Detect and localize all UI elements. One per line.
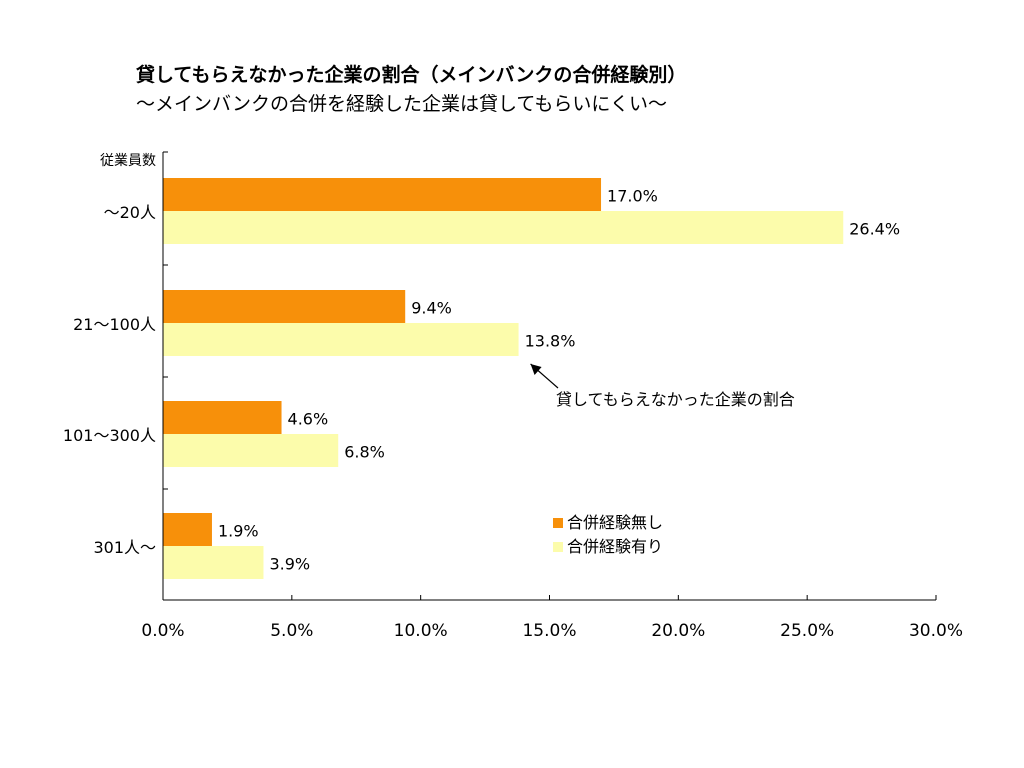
bar-merger-1 — [163, 323, 519, 356]
legend-swatch — [553, 542, 563, 552]
value-label: 4.6% — [288, 410, 329, 429]
value-label: 13.8% — [525, 332, 576, 351]
chart-title: 貸してもらえなかった企業の割合（メインバンクの合併経験別） — [136, 64, 687, 86]
x-tick-label: 30.0% — [909, 621, 963, 641]
value-label: 26.4% — [849, 220, 900, 239]
category-label: 〜20人 — [104, 203, 156, 222]
legend-label: 合併経験有り — [567, 537, 663, 556]
annotation-arrowhead — [530, 364, 542, 375]
bar-merger-0 — [163, 211, 844, 244]
category-label: 21〜100人 — [73, 315, 156, 334]
bar-no-merger-3 — [163, 513, 212, 546]
chart-subtitle: 〜メインバンクの合併を経験した企業は貸してもらいにくい〜 — [136, 93, 668, 115]
bar-merger-3 — [163, 546, 264, 579]
bar-no-merger-2 — [163, 401, 282, 434]
x-tick-label: 20.0% — [651, 621, 705, 641]
legend-swatch — [553, 518, 563, 528]
bar-merger-2 — [163, 434, 339, 467]
y-axis-title: 従業員数 — [100, 153, 156, 169]
x-tick-label: 25.0% — [780, 621, 834, 641]
annotation-text: 貸してもらえなかった企業の割合 — [556, 390, 795, 409]
x-tick-label: 0.0% — [141, 621, 184, 641]
category-label: 301人〜 — [93, 538, 156, 557]
value-label: 9.4% — [411, 299, 452, 318]
bar-no-merger-1 — [163, 290, 406, 323]
bar-no-merger-0 — [163, 178, 602, 211]
value-label: 17.0% — [607, 187, 658, 206]
value-label: 6.8% — [344, 443, 385, 462]
x-tick-label: 10.0% — [394, 621, 448, 641]
legend-label: 合併経験無し — [567, 513, 663, 532]
category-label: 101〜300人 — [63, 426, 156, 445]
x-tick-label: 5.0% — [270, 621, 313, 641]
x-tick-label: 15.0% — [522, 621, 576, 641]
value-label: 1.9% — [218, 522, 259, 541]
value-label: 3.9% — [269, 555, 310, 574]
